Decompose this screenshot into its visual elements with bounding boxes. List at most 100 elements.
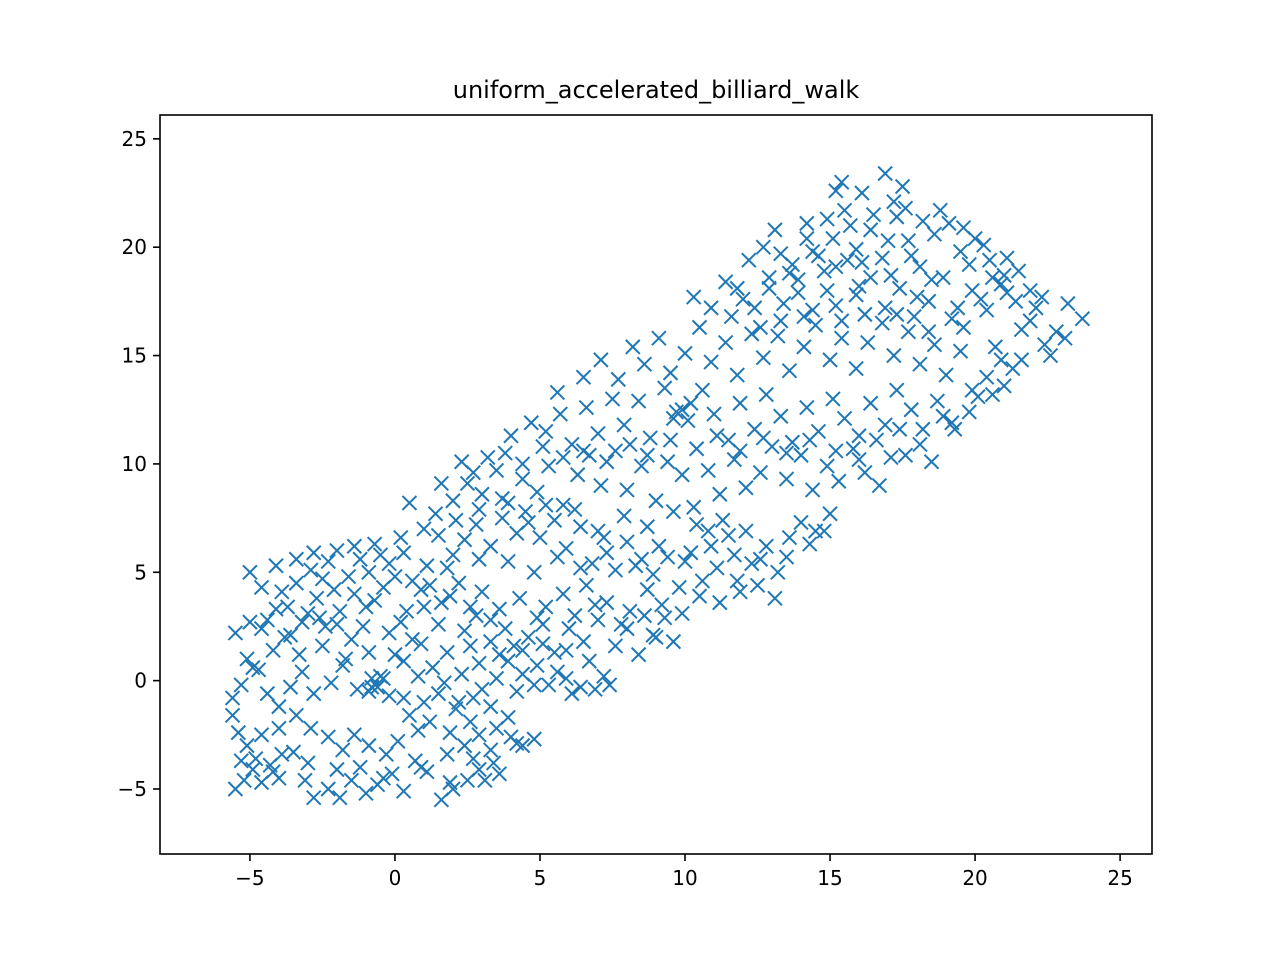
scatter-point (622, 436, 638, 453)
scatter-point (891, 421, 908, 437)
scatter-point (546, 512, 563, 528)
scatter-point (703, 354, 719, 370)
scatter-point (549, 549, 566, 565)
scatter-point (497, 620, 513, 637)
scatter-point (889, 306, 905, 323)
scatter-point (398, 603, 415, 619)
scatter-point (482, 698, 499, 715)
scatter-point (390, 733, 406, 750)
scatter-point (781, 529, 798, 546)
scatter-point (462, 599, 479, 615)
scatter-point (799, 230, 815, 247)
scatter-point (619, 482, 635, 498)
scatter-point (767, 222, 783, 238)
scatter-point (683, 545, 699, 561)
scatter-point (891, 280, 908, 297)
scatter-point (538, 599, 554, 615)
scatter-point (604, 391, 621, 407)
x-tick-label: 10 (672, 866, 697, 890)
scatter-point (796, 308, 812, 325)
scatter-point (552, 406, 568, 422)
scatter-point (1013, 352, 1030, 368)
scatter-point (833, 313, 850, 329)
scatter-point (462, 638, 479, 654)
scatter-point (799, 399, 815, 416)
scatter-point (346, 586, 363, 602)
scatter-point (430, 616, 447, 632)
scatter-point (242, 614, 258, 630)
scatter-point (1036, 337, 1053, 353)
scatter-point (981, 252, 998, 268)
scatter-point (816, 523, 832, 539)
scatter-point (369, 679, 386, 695)
scatter-point (616, 508, 632, 524)
scatter-point (308, 590, 325, 606)
scatter-point (993, 352, 1009, 368)
scatter-point (923, 271, 940, 288)
scatter-point (607, 562, 624, 578)
scatter-point (691, 319, 708, 336)
scatter-point (883, 267, 899, 284)
scatter-point (671, 579, 687, 596)
scatter-point (564, 685, 580, 702)
scatter-point (712, 594, 728, 611)
scatter-point (903, 248, 919, 264)
scatter-point (984, 269, 1001, 286)
scatter-point (1034, 289, 1050, 305)
scatter-point (828, 298, 844, 314)
scatter-point (430, 685, 447, 702)
scatter-point (578, 577, 595, 593)
scatter-point (535, 636, 551, 652)
scatter-point (587, 597, 603, 613)
scatter-point (433, 594, 450, 611)
scatter-point (248, 750, 264, 767)
scatter-point (680, 412, 696, 429)
scatter-point (744, 555, 760, 572)
scatter-point (245, 761, 261, 778)
scatter-point (477, 772, 493, 789)
scatter-point (430, 527, 447, 544)
scatter-point (352, 759, 368, 776)
scatter-point (503, 428, 519, 444)
scatter-point (509, 735, 525, 752)
scatter-point (230, 724, 247, 741)
scatter-point (442, 724, 458, 741)
scatter-point (868, 432, 885, 448)
scatter-point (419, 558, 435, 574)
scatter-point (474, 681, 490, 698)
scatter-point (601, 677, 618, 693)
scatter-point (491, 646, 508, 663)
scatter-point (352, 551, 368, 567)
scatter-point (648, 629, 664, 645)
scatter-point (889, 382, 905, 398)
scatter-point (526, 677, 542, 693)
scatter-point (665, 503, 682, 520)
scatter-point (686, 499, 702, 515)
scatter-point (955, 219, 972, 236)
scatter-point (630, 646, 647, 663)
scatter-point (715, 512, 731, 528)
scatter-point (567, 607, 583, 624)
scatter-point (555, 449, 571, 466)
scatter-point (320, 553, 336, 570)
scatter-point (375, 770, 392, 786)
scatter-point (932, 202, 948, 219)
scatter-point (468, 516, 484, 533)
scatter-point (445, 493, 461, 509)
scatter-point (709, 560, 725, 576)
scatter-point (802, 432, 818, 448)
scatter-point (741, 252, 757, 268)
scatter-point (303, 720, 319, 737)
scatter-point (320, 781, 336, 797)
scatter-point (886, 347, 902, 364)
scatter-point (538, 497, 554, 513)
scatter-point (277, 629, 293, 645)
scatter-point (242, 564, 258, 580)
scatter-point (848, 287, 864, 303)
scatter-point (361, 683, 377, 700)
scatter-point (381, 688, 397, 704)
scatter-point (688, 441, 705, 457)
scatter-point (506, 638, 522, 654)
scatter-point (416, 694, 432, 711)
scatter-point (529, 657, 545, 674)
